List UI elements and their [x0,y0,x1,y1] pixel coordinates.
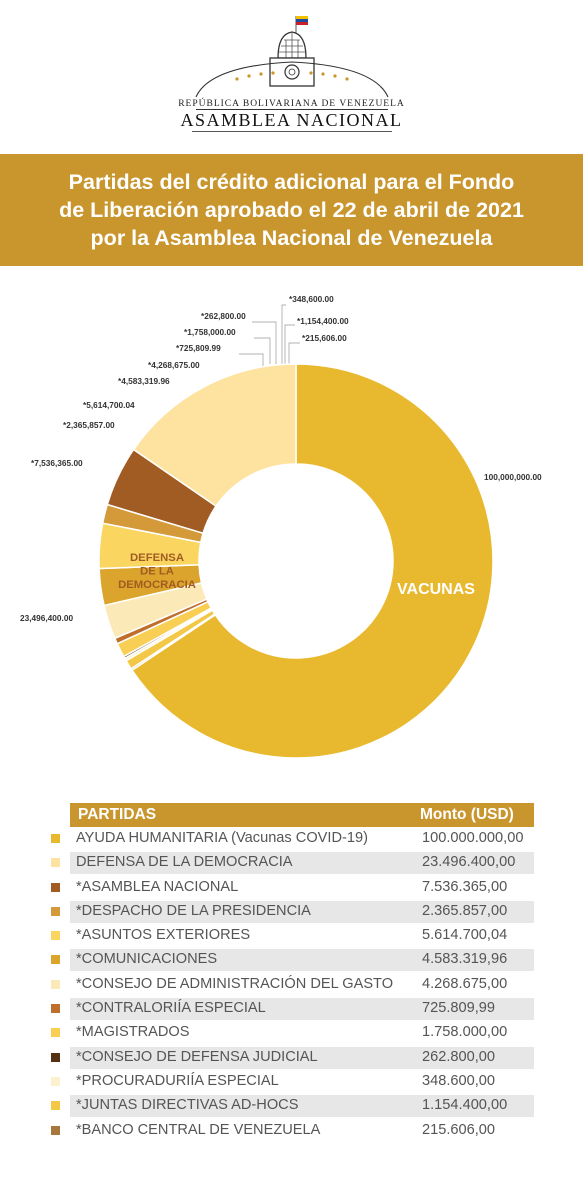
title-banner: Partidas del crédito adicional para el F… [0,154,583,266]
partida-amount: 5.614.700,04 [422,927,508,944]
legend-swatch [51,955,60,965]
table-header: PARTIDAS Monto (USD) [40,803,540,827]
slice-value-label: *1,154,400.00 [297,316,349,326]
donut-slice [132,363,297,508]
partida-amount: 1.758.000,00 [422,1024,508,1041]
leader-line [254,337,271,364]
partida-amount: 215.606,00 [422,1121,496,1138]
partida-name: *MAGISTRADOS [76,1024,190,1041]
partida-amount: 262.800,00 [422,1048,496,1065]
legend-swatch [51,1076,60,1086]
defensa-label: DEMOCRACIA [118,579,196,591]
partida-amount: 348.600,00 [422,1072,496,1089]
chart-title: Partidas del crédito adicional para el F… [59,170,524,250]
slice-value-label: *215,606.00 [302,333,347,343]
table-row: *MAGISTRADOS 1.758.000,00 [40,1021,540,1045]
header-monto: Monto (USD) [420,806,514,823]
partida-name: *PROCURADURIÍA ESPECIAL [76,1072,279,1089]
slice-value-label: *4,583,319.96 [118,376,170,386]
leader-line [284,324,295,365]
partida-name: AYUDA HUMANITARIA (Vacunas COVID-19) [76,830,368,846]
slice-value-label: *7,536,365.00 [31,458,83,468]
legend-swatch [51,1101,60,1111]
table-row: *PROCURADURIÍA ESPECIAL 348.600,00 [40,1070,540,1094]
table-row: *ASAMBLEA NACIONAL 7.536.365,00 [40,876,540,900]
partidas-table: PARTIDAS Monto (USD) AYUDA HUMANITARIA (… [40,803,540,1143]
header-divider [196,109,388,110]
partida-name: DEFENSA DE LA DEMOCRACIA [76,854,293,871]
partida-amount: 725.809,99 [422,1000,496,1017]
table-row: DEFENSA DE LA DEMOCRACIA 23.496.400,00 [40,851,540,875]
slice-value-label: 100,000,000.00 [484,472,542,482]
capitol-emblem-icon [195,16,389,98]
partida-amount: 1.154.400,00 [422,1097,508,1114]
table-row: *JUNTAS DIRECTIVAS AD-HOCS 1.154.400,00 [40,1094,540,1118]
table-row: *CONTRALORIÍA ESPECIAL 725.809,99 [40,997,540,1021]
republica-text: REPÚBLICA BOLIVARIANA DE VENEZUELA [178,99,405,109]
table-row: *CONSEJO DE ADMINISTRACIÓN DEL GASTO 4.26… [40,973,540,997]
partida-amount: 4.268.675,00 [422,975,508,992]
table-row: *ASUNTOS EXTERIORES 5.614.700,04 [40,924,540,948]
leader-line [288,342,300,365]
legend-swatch [51,882,60,892]
table-row: *CONSEJO DE DEFENSA JUDICIAL 262.800,00 [40,1046,540,1070]
leader-line [239,353,264,366]
asamblea-text: ASAMBLEA NACIONAL [180,110,403,130]
slice-value-label: *2,365,857.00 [63,420,115,430]
partida-name: *ASAMBLEA NACIONAL [76,878,239,895]
slice-value-label: *262,800.00 [201,311,246,321]
partida-name: *JUNTAS DIRECTIVAS AD-HOCS [76,1097,299,1114]
legend-swatch [51,1052,60,1062]
table-row: AYUDA HUMANITARIA (Vacunas COVID-19) 100.… [40,827,540,851]
legend-swatch [51,1028,60,1038]
legend-swatch [51,858,60,868]
slice-value-label: *5,614,700.04 [83,400,135,410]
slice-value-label: *1,758,000.00 [184,327,236,337]
donut-slice [131,363,494,759]
table-row: *BANCO CENTRAL DE VENEZUELA 215.606,00 [40,1119,540,1143]
leader-line [281,304,286,365]
partida-name: *BANCO CENTRAL DE VENEZUELA [76,1121,321,1138]
partida-name: *ASUNTOS EXTERIORES [76,927,251,944]
defensa-label: DE LA [140,566,174,578]
partida-name: *DESPACHO DE LA PRESIDENCIA [76,902,311,919]
defensa-label: DEFENSA [130,552,184,564]
header-underline [192,131,392,132]
legend-swatch [51,979,60,989]
slice-value-label: *725,809.99 [176,343,221,353]
leader-line [252,321,277,364]
legend-swatch [51,1004,60,1014]
partida-name: *CONSEJO DE ADMINISTRACIÓN DEL GASTO [76,975,394,992]
legend-swatch [51,1125,60,1135]
partida-name: *CONSEJO DE DEFENSA JUDICIAL [76,1048,318,1065]
table-row: *DESPACHO DE LA PRESIDENCIA 2.365.857,00 [40,900,540,924]
partida-amount: 2.365.857,00 [422,902,508,919]
slice-value-label: 23,496,400.00 [20,613,73,623]
partida-amount: 4.583.319,96 [422,951,508,968]
donut-chart: 100,000,000.00 *215,606.00 *1,154,400.00 *3… [20,294,542,759]
legend-swatch [51,906,60,916]
legend-swatch [51,931,60,941]
partida-name: *COMUNICACIONES [76,951,218,968]
header: REPÚBLICA BOLIVARIANA DE VENEZUELA ASAMB… [0,0,583,150]
partida-name: *CONTRALORIÍA ESPECIAL [76,1000,266,1017]
slice-value-label: *4,268,675.00 [148,360,200,370]
legend-swatch [51,834,60,843]
partida-amount: 7.536.365,00 [422,878,508,895]
table-row: *COMUNICACIONES 4.583.319,96 [40,948,540,972]
vacunas-label: VACUNAS [397,581,475,598]
header-partidas: PARTIDAS [78,806,157,823]
partida-amount: 100.000.000,00 [422,830,524,846]
partida-amount: 23.496.400,00 [422,854,516,871]
slice-value-label: *348,600.00 [289,294,334,304]
